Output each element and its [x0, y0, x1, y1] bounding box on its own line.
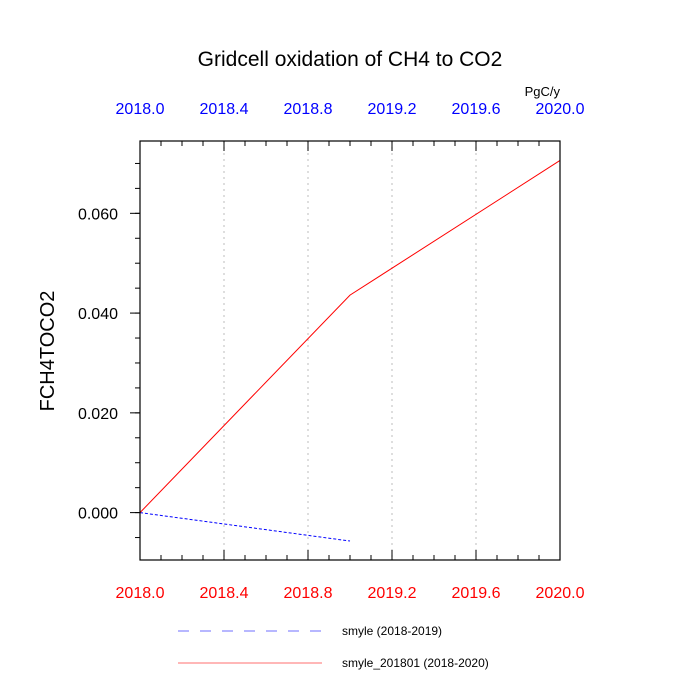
x-tick-label-bottom: 2020.0	[536, 585, 585, 602]
x-tick-label-bottom: 2019.2	[368, 585, 417, 602]
x-tick-label-bottom: 2018.0	[116, 585, 165, 602]
axis-ticks	[130, 141, 561, 560]
y-tick-label: 0.060	[78, 206, 118, 223]
x-tick-label-bottom: 2018.8	[284, 585, 333, 602]
x-tick-label-bottom: 2018.4	[200, 585, 249, 602]
gridlines	[223, 141, 477, 560]
legend-label-2: smyle_201801 (2018-2020)	[342, 656, 489, 670]
y-axis-label: FCH4TOCO2	[37, 291, 59, 412]
x-tick-label-top: 2018.4	[200, 101, 249, 118]
x-tick-label-top: 2020.0	[536, 101, 585, 118]
legend: smyle (2018-2019) smyle_201801 (2018-2020…	[178, 624, 489, 670]
series-line-1	[139, 512, 351, 542]
x-tick-label-top: 2018.0	[116, 101, 165, 118]
x-tick-label-top: 2019.2	[368, 101, 417, 118]
x-tick-label-top: 2018.8	[284, 101, 333, 118]
series-line-2	[139, 160, 561, 513]
units-label: PgC/y	[525, 84, 561, 99]
y-tick-label: 0.000	[78, 506, 118, 523]
y-tick-label: 0.020	[78, 406, 118, 423]
legend-label-1: smyle (2018-2019)	[342, 624, 442, 638]
series-lines	[139, 160, 561, 542]
plot-frame	[139, 140, 561, 561]
y-tick-label: 0.040	[78, 306, 118, 323]
x-tick-label-bottom: 2019.6	[452, 585, 501, 602]
tick-labels: 2018.0 2018.0 2018.4 2018.4 2018.8 2018.8 2019…	[78, 101, 585, 602]
chart-title: Gridcell oxidation of CH4 to CO2	[198, 48, 503, 71]
x-tick-label-top: 2019.6	[452, 101, 501, 118]
